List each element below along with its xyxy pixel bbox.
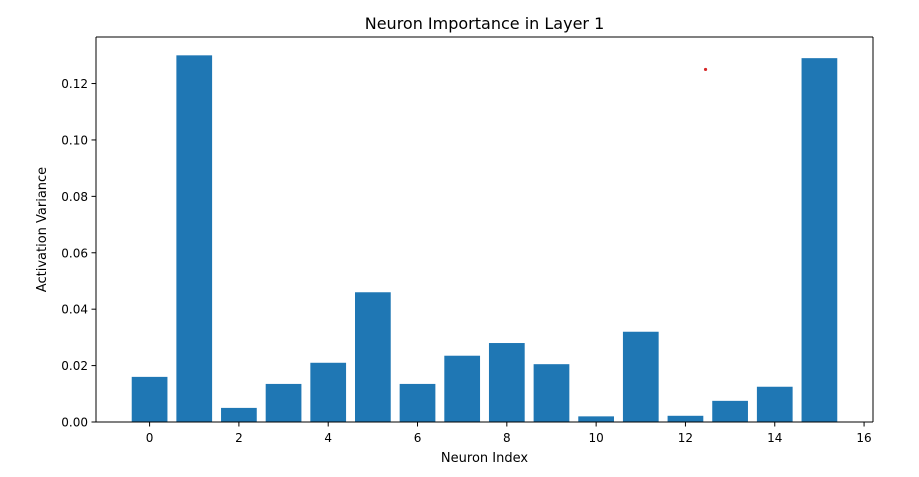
y-tick-label: 0.00: [61, 416, 88, 430]
y-axis-label: Activation Variance: [35, 167, 50, 292]
bar-neuron-2: [221, 407, 257, 422]
plot-area: [96, 37, 873, 422]
x-tick-label: 12: [678, 431, 693, 445]
y-tick-label: 0.08: [61, 190, 88, 204]
bar-neuron-8: [488, 343, 525, 422]
x-tick-label: 0: [146, 431, 154, 445]
x-tick-label: 10: [588, 431, 603, 445]
x-tick-label: 14: [767, 431, 782, 445]
marker-point: [703, 67, 708, 72]
bar-neuron-5: [355, 292, 391, 422]
x-tick-label: 4: [324, 431, 332, 445]
bar-neuron-1: [176, 55, 213, 422]
marker-layer: [703, 67, 708, 72]
x-axis-ticks: 0 2 4 6 8 10 12 14 16: [146, 422, 872, 445]
bar-neuron-13: [712, 400, 748, 422]
bar-neuron-7: [444, 355, 481, 422]
bar-neuron-10: [578, 416, 614, 422]
y-tick-label: 0.10: [61, 133, 88, 147]
bar-neuron-6: [399, 383, 436, 422]
chart-title: Neuron Importance in Layer 1: [365, 14, 605, 33]
bar-neuron-3: [265, 383, 302, 422]
x-tick-label: 6: [414, 431, 422, 445]
y-axis-ticks: 0.00 0.02 0.04 0.06 0.08 0.10 0.12: [61, 77, 96, 430]
x-tick-label: 16: [856, 431, 871, 445]
bar-neuron-0: [131, 376, 168, 422]
bars-group: [131, 55, 838, 423]
x-axis-label: Neuron Index: [441, 451, 528, 466]
y-tick-label: 0.06: [61, 246, 88, 260]
plot-spines: [95, 36, 874, 423]
bar-neuron-4: [310, 362, 347, 422]
bar-neuron-14: [756, 386, 793, 422]
bar-neuron-9: [533, 364, 570, 422]
x-tick-label: 2: [235, 431, 243, 445]
bar-neuron-11: [622, 331, 659, 422]
bar-neuron-12: [667, 415, 704, 422]
bar-neuron-15: [801, 58, 838, 423]
x-tick-label: 8: [503, 431, 511, 445]
y-tick-label: 0.04: [61, 303, 88, 317]
y-tick-label: 0.02: [61, 359, 88, 373]
y-tick-label: 0.12: [61, 77, 88, 91]
